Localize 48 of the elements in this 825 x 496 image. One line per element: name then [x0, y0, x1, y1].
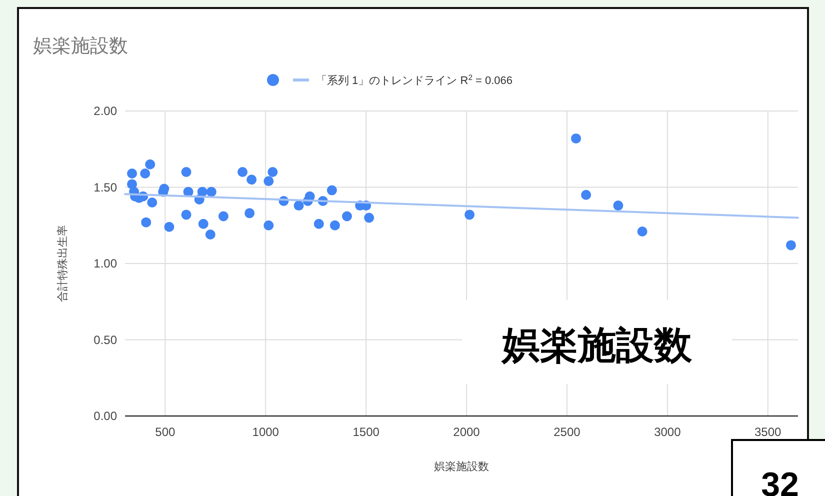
point: [342, 211, 352, 222]
x-tick-label: 2500: [554, 425, 581, 439]
point: [637, 226, 648, 236]
y-tick-label: 2.00: [94, 104, 118, 118]
point: [198, 218, 208, 229]
annotation: 娯楽施設数: [500, 325, 693, 367]
point: [314, 218, 324, 229]
point: [786, 240, 796, 250]
point: [326, 185, 337, 196]
y-tick-label: 0.00: [94, 409, 118, 423]
point: [244, 208, 255, 218]
point: [264, 220, 274, 230]
point: [181, 210, 192, 220]
x-tick-label: 3000: [654, 425, 682, 439]
chart-title: 娯楽施設数: [33, 36, 128, 57]
point: [464, 210, 475, 220]
x-tick-label: 1500: [352, 425, 380, 439]
x-tick-label: 2000: [453, 425, 480, 439]
legend-label: 「系列 1」のトレンドライン R$^{2}$ = 0.066: [316, 72, 513, 87]
x-axis-title: 娯楽施設数: [434, 460, 489, 473]
point: [145, 159, 156, 170]
point: [218, 211, 228, 222]
point: [197, 186, 208, 197]
point: [268, 167, 278, 177]
point: [127, 168, 138, 179]
point: [140, 168, 150, 179]
point: [364, 212, 374, 223]
point: [613, 200, 624, 211]
x-tick-label: 500: [155, 425, 176, 439]
point: [181, 167, 192, 177]
point: [141, 217, 152, 228]
point: [205, 230, 216, 240]
point: [206, 186, 216, 197]
point: [581, 190, 592, 200]
point: [238, 167, 248, 177]
y-tick-label: 1.00: [94, 256, 118, 270]
y-axis-title: 合計特殊出生率: [56, 225, 69, 302]
point: [164, 222, 174, 232]
point: [294, 200, 304, 211]
point: [147, 198, 158, 208]
point: [264, 176, 274, 186]
y-tick-label: 1.50: [94, 180, 118, 194]
x-tick-label: 3500: [754, 425, 782, 439]
point: [330, 220, 340, 230]
point: [246, 174, 257, 185]
y-tick-label: 0.50: [94, 332, 118, 347]
point: [571, 133, 582, 144]
x-tick-label: 1000: [252, 425, 280, 439]
